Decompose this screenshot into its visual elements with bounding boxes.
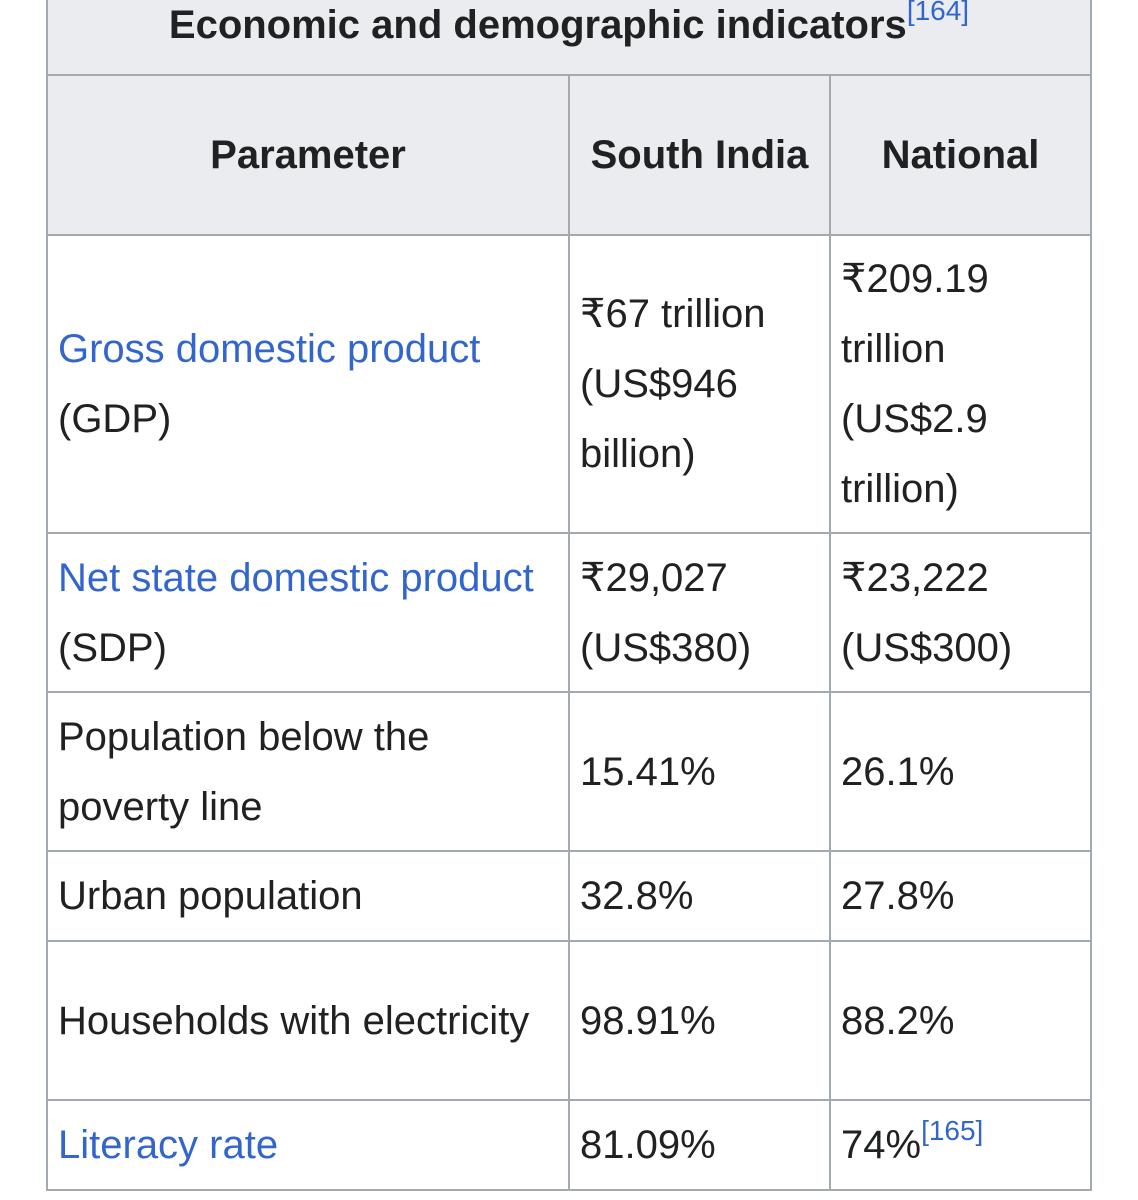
national-cell-poverty: 26.1% [829,691,1092,852]
table-row-electricity: Households with electricity 98.91% 88.2% [46,940,1092,1101]
caption-title: Economic and demographic indicators [168,3,907,47]
literacy-reference: [165] [921,1115,983,1146]
national-cell-literacy: 74%[165] [829,1099,1092,1191]
south-india-cell-sdp: ₹29,027 (US$380) [568,532,831,693]
national-cell-sdp: ₹23,222 (US$300) [829,532,1092,693]
parameter-cell-electricity: Households with electricity [46,940,570,1101]
literacy-link[interactable]: Literacy rate [58,1123,279,1167]
gdp-suffix: (GDP) [58,397,172,441]
south-india-cell-electricity: 98.91% [568,940,831,1101]
south-india-cell-gdp: ₹67 trillion (US$946 billion) [568,234,831,534]
literacy-reference-link[interactable]: [165] [921,1114,984,1146]
parameter-cell-gdp: Gross domestic product (GDP) [46,234,570,534]
parameter-cell-literacy: Literacy rate [46,1099,570,1191]
table-caption: Economic and demographic indicators[164] [46,0,1092,74]
national-cell-gdp: ₹209.19 trillion (US$2.9 trillion) [829,234,1092,534]
parameter-cell-urban: Urban population [46,850,570,942]
table-row-literacy: Literacy rate 81.09% 74%[165] [46,1099,1092,1191]
table-row-sdp: Net state domestic product (SDP) ₹29,027… [46,532,1092,693]
south-india-cell-literacy: 81.09% [568,1099,831,1191]
parameter-cell-sdp: Net state domestic product (SDP) [46,532,570,693]
indicators-table-container: Economic and demographic indicators[164]… [46,0,1092,1200]
header-national: National [829,74,1092,236]
national-literacy-value: 74% [841,1123,922,1167]
caption-reference: [164] [907,0,969,26]
national-cell-urban: 27.8% [829,850,1092,942]
header-row: Parameter South India National [46,74,1092,236]
national-cell-electricity: 88.2% [829,940,1092,1101]
table-row-gdp: Gross domestic product (GDP) ₹67 trillion… [46,234,1092,534]
header-south-india: South India [568,74,831,236]
indicators-table: Economic and demographic indicators[164]… [46,0,1092,1191]
parameter-cell-poverty: Population below the poverty line [46,691,570,852]
sdp-suffix: (SDP) [58,625,167,670]
caption-reference-link[interactable]: [164] [906,0,970,26]
south-india-cell-urban: 32.8% [568,850,831,942]
table-row-poverty: Population below the poverty line 15.41%… [46,691,1092,852]
table-row-urban: Urban population 32.8% 27.8% [46,850,1092,942]
sdp-link[interactable]: Net state domestic product [58,555,534,600]
header-parameter: Parameter [46,74,570,236]
gdp-link[interactable]: Gross domestic product [58,327,481,371]
south-india-cell-poverty: 15.41% [568,691,831,852]
